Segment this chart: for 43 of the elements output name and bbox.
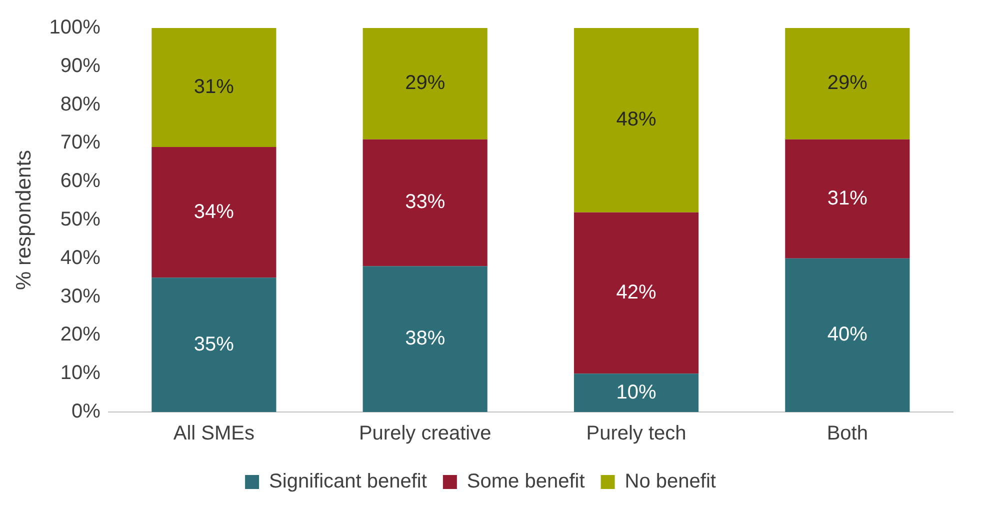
y-tick-label: 50% (60, 208, 101, 231)
y-tick-label: 70% (60, 132, 101, 154)
x-tick-label: Purely tech (586, 422, 686, 445)
bar (785, 139, 910, 258)
x-tick-label: Purely creative (358, 422, 492, 445)
data-label: 10% (616, 381, 656, 404)
bar (574, 212, 699, 374)
y-tick-label: 100% (49, 16, 101, 39)
data-label: 29% (827, 72, 868, 94)
data-label: 35% (194, 333, 234, 356)
legend-label: No benefit (624, 470, 716, 493)
y-tick-label: 60% (60, 170, 101, 192)
data-label: 31% (827, 187, 868, 210)
data-label: 29% (405, 72, 446, 94)
bar (362, 139, 488, 266)
bar (574, 28, 699, 212)
y-tick-label: 20% (60, 324, 101, 346)
bar (152, 278, 276, 412)
bar (785, 28, 910, 140)
data-label: 38% (405, 328, 446, 350)
y-axis-title: % respondents (12, 150, 36, 290)
data-label: 42% (616, 281, 656, 304)
y-tick-label: 10% (60, 362, 101, 384)
y-tick-label: 40% (60, 246, 101, 269)
data-label: 31% (194, 76, 234, 98)
x-tick-label: Both (826, 422, 868, 445)
data-label: 34% (194, 200, 234, 223)
y-tick-label: 0% (71, 400, 101, 423)
x-tick-label: All SMEs (173, 422, 254, 445)
legend-label: Significant benefit (269, 470, 428, 493)
bar (152, 28, 276, 148)
y-tick-label: 30% (60, 285, 101, 308)
data-label: 48% (616, 108, 656, 131)
y-tick-label: 90% (60, 54, 101, 77)
data-label: 40% (827, 324, 868, 346)
legend-label: Some benefit (466, 470, 586, 493)
bar (362, 28, 488, 140)
bar (152, 147, 276, 278)
y-tick-label: 80% (60, 93, 101, 116)
bar (362, 266, 488, 412)
bar (785, 258, 910, 412)
bar (574, 374, 699, 412)
data-label: 33% (405, 191, 446, 214)
